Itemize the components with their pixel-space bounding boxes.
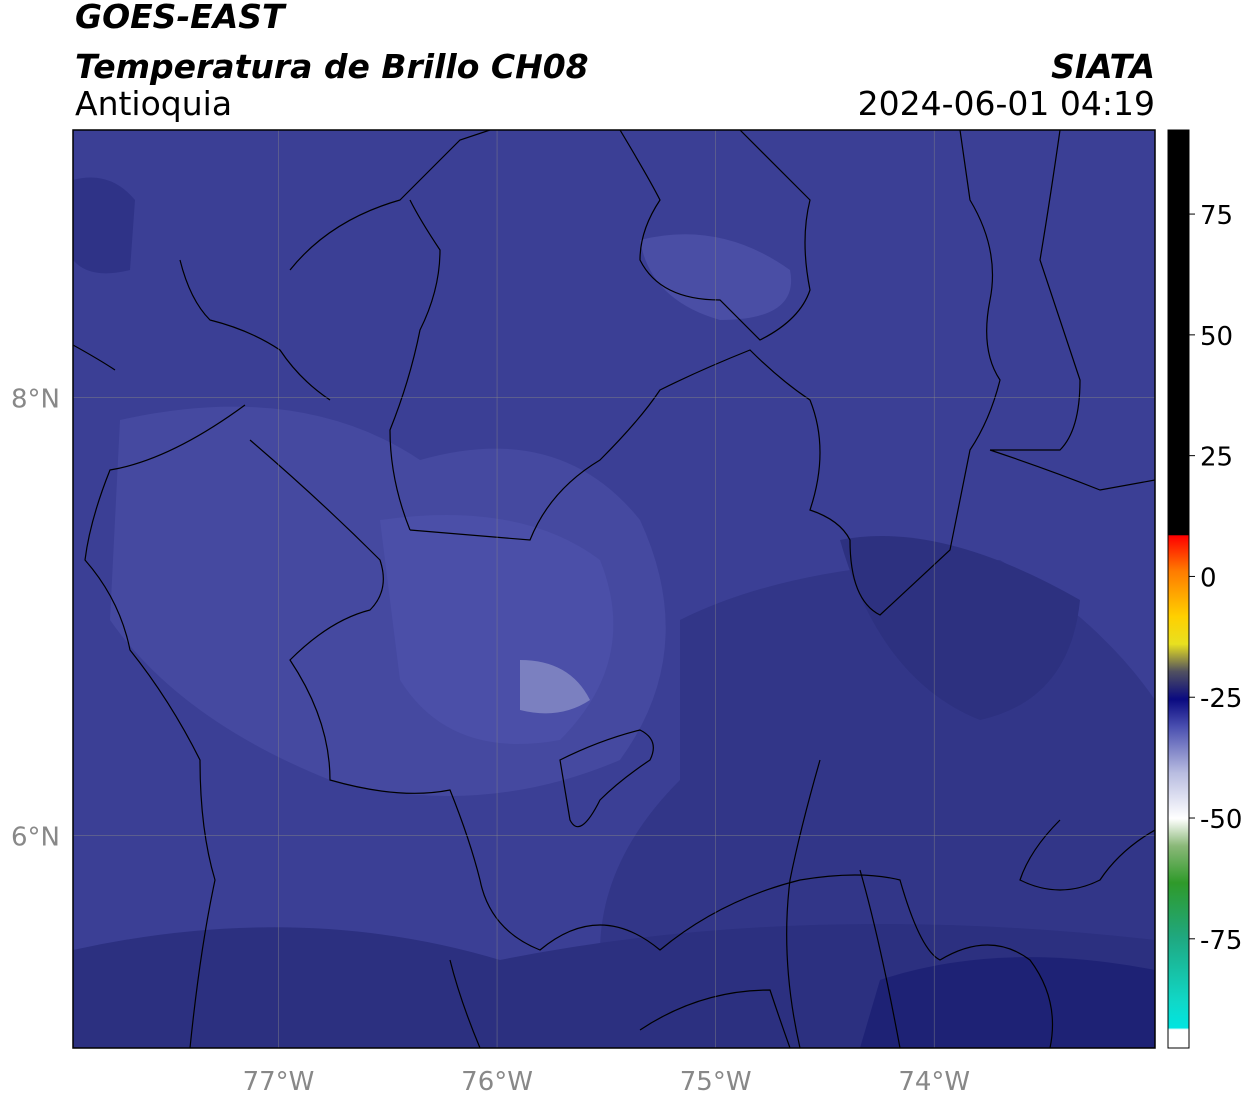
map-image (73, 130, 1155, 1048)
colorbar-tick-label: 75 (1200, 201, 1233, 231)
colorbar-tick-label: -50 (1200, 805, 1242, 835)
x-tick-label: 77°W (243, 1067, 315, 1097)
region: Antioquia (75, 84, 232, 123)
x-tick-label: 75°W (680, 1067, 752, 1097)
x-tick-label: 74°W (898, 1067, 970, 1097)
y-tick-label: 8°N (11, 384, 60, 414)
colorbar-tick-label: 0 (1200, 563, 1217, 593)
colorbar-tick-label: 25 (1200, 443, 1233, 473)
colorbar-tick-label: -75 (1200, 926, 1242, 956)
colorbar-tick-label: 50 (1200, 322, 1233, 352)
x-tick-label: 76°W (461, 1067, 533, 1097)
title: GOES-EAST (75, 0, 287, 36)
subtitle: Temperatura de Brillo CH08 (75, 47, 589, 86)
y-tick-label: 6°N (11, 822, 60, 852)
datetime: 2024-06-01 04:19 (858, 84, 1155, 123)
map-frame (72, 129, 1156, 1049)
grid (73, 130, 1155, 1048)
colorbar-tick-label: -25 (1200, 684, 1242, 714)
colorbar (1167, 129, 1190, 1049)
source: SIATA (1051, 47, 1155, 86)
